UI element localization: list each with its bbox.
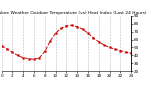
Title: Milwaukee Weather Outdoor Temperature (vs) Heat Index (Last 24 Hours): Milwaukee Weather Outdoor Temperature (v… (0, 11, 147, 15)
